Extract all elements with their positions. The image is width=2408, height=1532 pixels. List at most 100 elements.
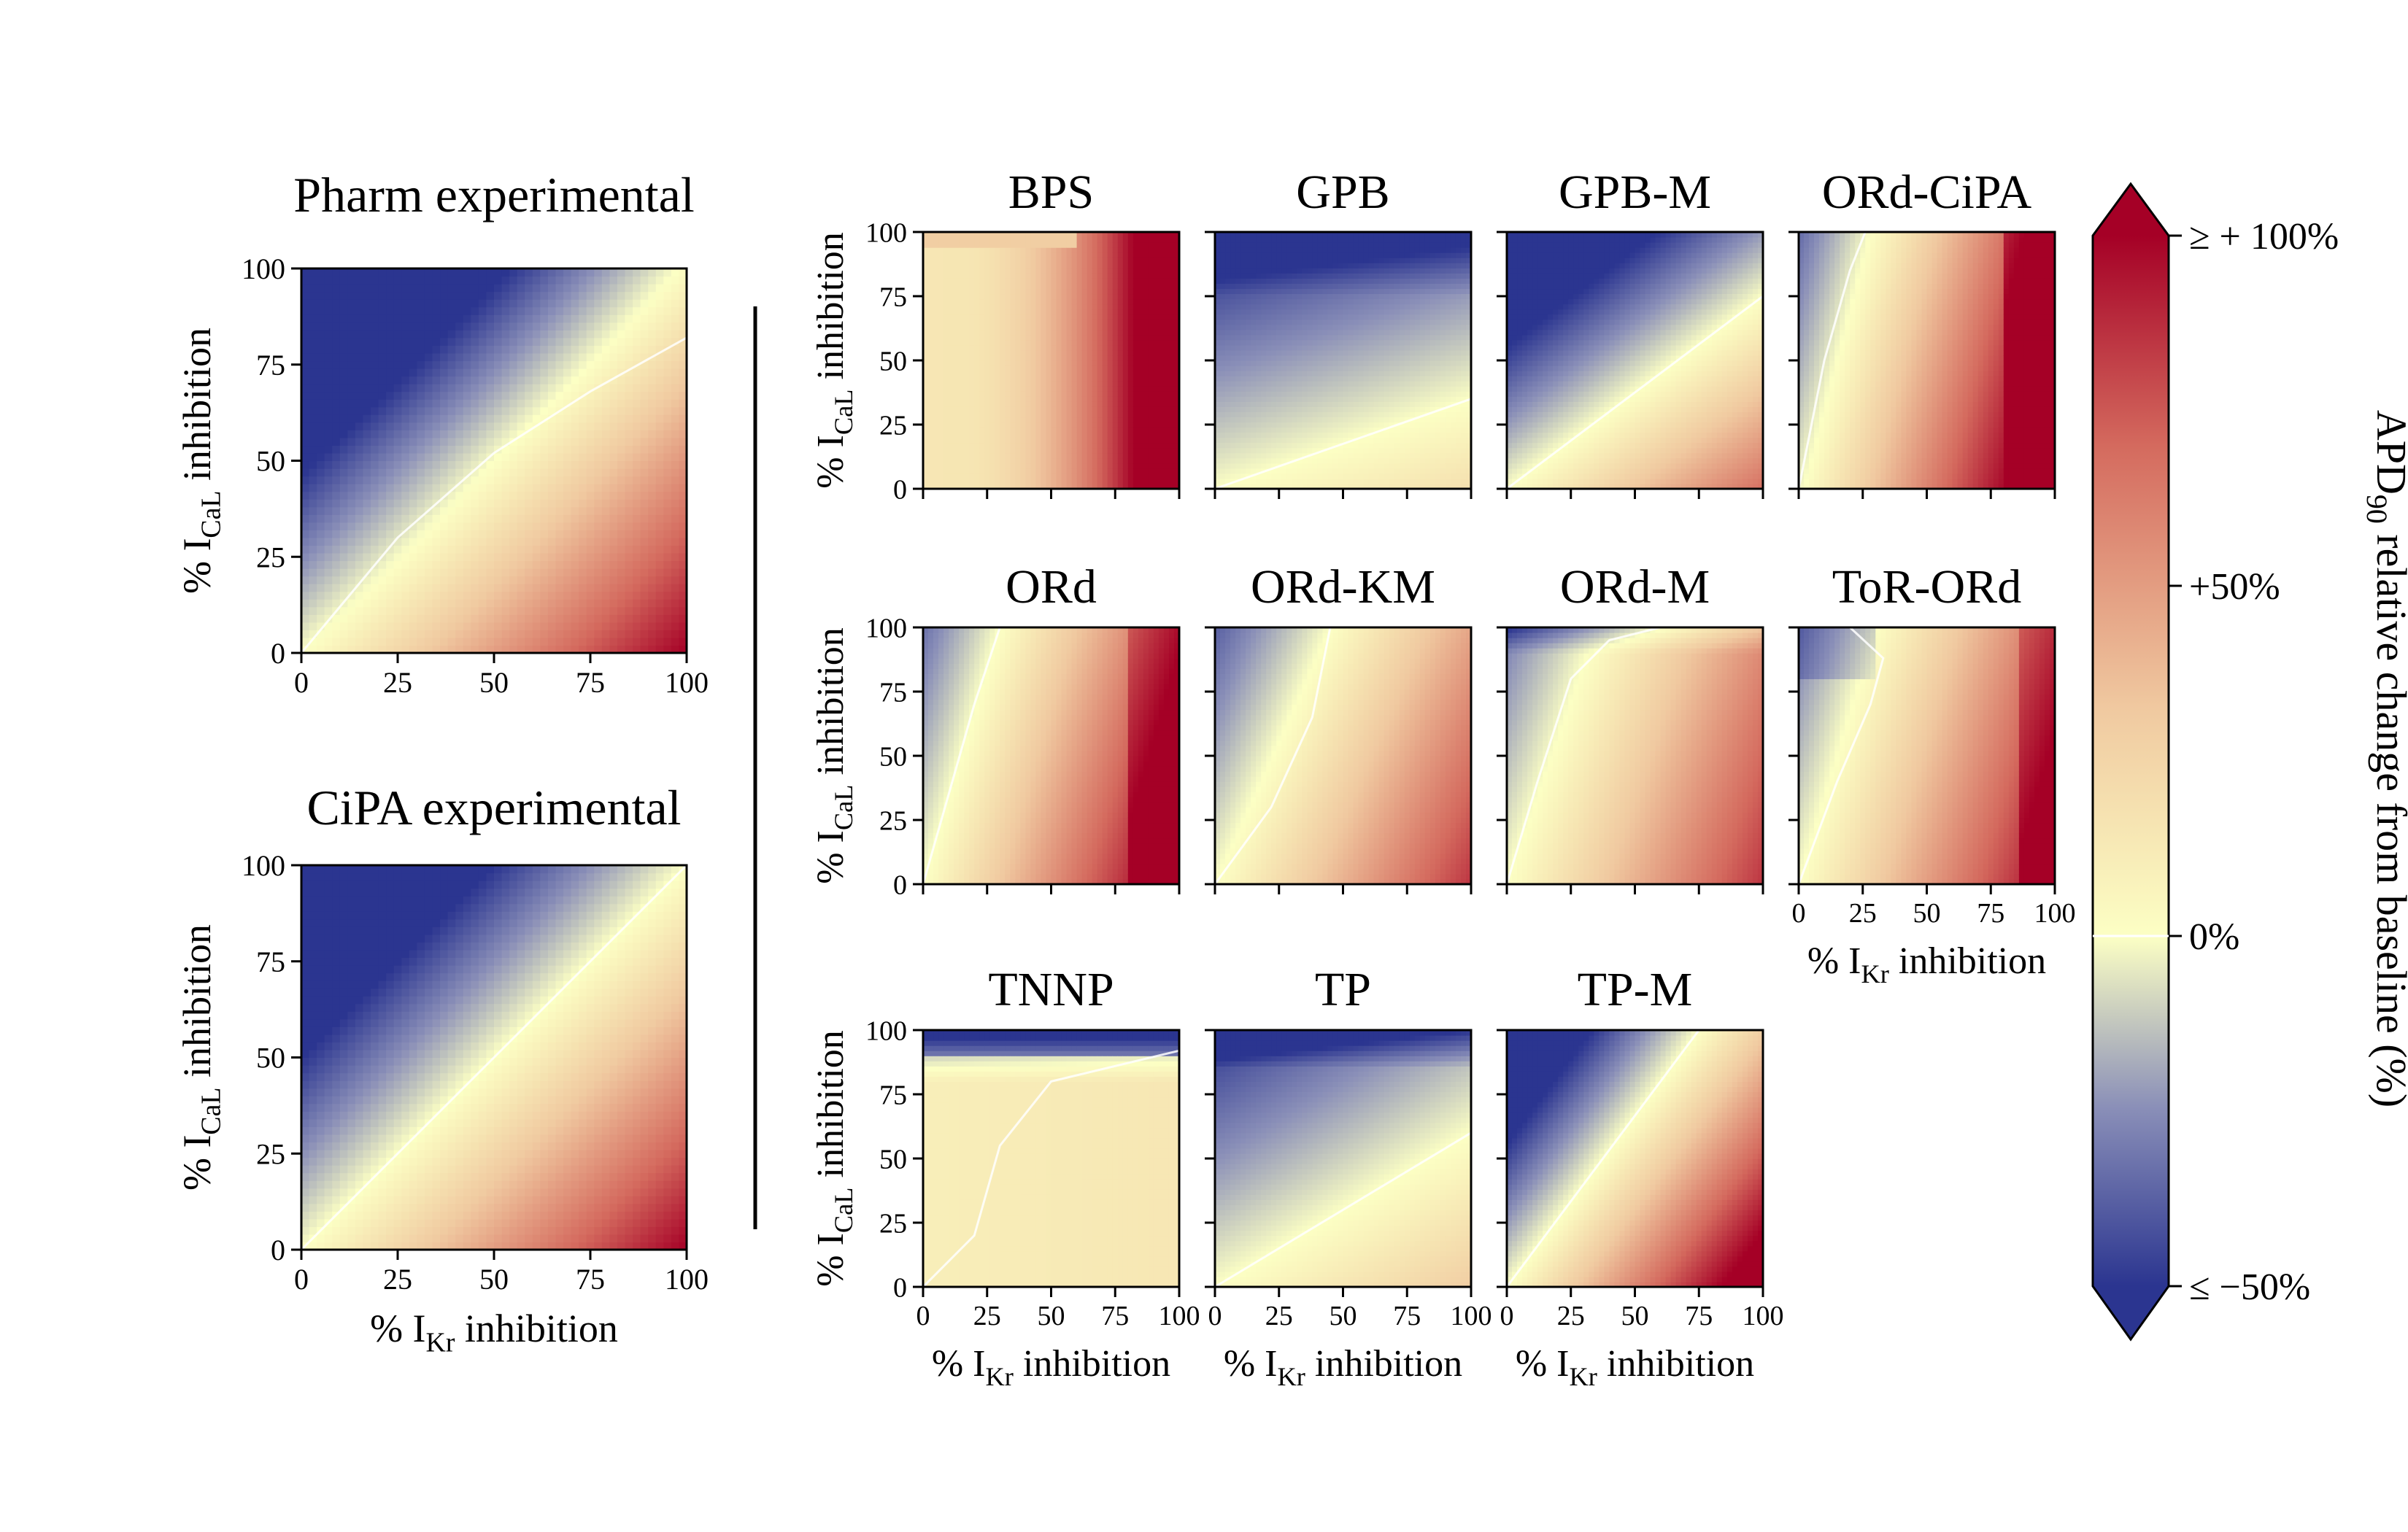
- heatmap-cell: [355, 989, 363, 997]
- heatmap-cell: [401, 889, 409, 897]
- heatmap-cell: [633, 1080, 641, 1088]
- heatmap-cell: [309, 561, 317, 569]
- heatmap-cell: [494, 614, 502, 622]
- heatmap-cell: [379, 622, 387, 630]
- heatmap-cell: [609, 1180, 617, 1188]
- heatmap-cell: [641, 1080, 649, 1088]
- heatmap-cell: [625, 1134, 633, 1142]
- heatmap-cell: [355, 873, 363, 881]
- heatmap-cell: [509, 345, 517, 353]
- heatmap-cell: [379, 873, 387, 881]
- heatmap-cell: [502, 538, 510, 546]
- heatmap-cell: [463, 622, 471, 630]
- heatmap-cell: [409, 538, 417, 546]
- heatmap-cell: [494, 514, 502, 522]
- heatmap-cell: [587, 1134, 595, 1142]
- heatmap-cell: [463, 904, 471, 912]
- heatmap-cell: [502, 614, 510, 622]
- heatmap-cell: [594, 584, 602, 592]
- heatmap-cell: [401, 1188, 409, 1196]
- heatmap-cell: [340, 430, 348, 438]
- heatmap-cell: [633, 538, 641, 546]
- heatmap-cell: [340, 392, 348, 400]
- heatmap-cell: [317, 1019, 325, 1027]
- heatmap-cell: [602, 889, 610, 897]
- heatmap-cell: [355, 476, 363, 484]
- heatmap-cell: [379, 1011, 387, 1019]
- heatmap-cell: [394, 1219, 402, 1227]
- heatmap-cell: [340, 919, 348, 927]
- heatmap-cell: [641, 1088, 649, 1096]
- heatmap-cell: [525, 530, 533, 538]
- heatmap-cell: [347, 980, 355, 989]
- heatmap-cell: [309, 492, 317, 500]
- heatmap-cell: [486, 1142, 494, 1150]
- heatmap-cell: [325, 1204, 333, 1212]
- heatmap-cell: [617, 468, 625, 476]
- heatmap-cell: [433, 414, 441, 422]
- heatmap-cell: [340, 889, 348, 897]
- heatmap-cell: [517, 1219, 525, 1227]
- heatmap-cell: [347, 950, 355, 958]
- heatmap-cell: [401, 538, 409, 546]
- heatmap-cell: [401, 414, 409, 422]
- heatmap-cell: [517, 314, 525, 322]
- heatmap-cell: [548, 638, 556, 646]
- heatmap-cell: [325, 607, 333, 615]
- heatmap-cell: [509, 926, 517, 935]
- heatmap-cell: [425, 911, 433, 919]
- heatmap-cell: [486, 476, 494, 484]
- heatmap-cell: [648, 935, 656, 943]
- heatmap-cell: [401, 422, 409, 430]
- heatmap-cell: [594, 881, 602, 889]
- heatmap-cell: [517, 561, 525, 569]
- heatmap-cell: [525, 1196, 533, 1204]
- heatmap-cell: [463, 1088, 471, 1096]
- heatmap-cell: [440, 522, 448, 530]
- heatmap-cell: [563, 950, 571, 958]
- heatmap-cell: [594, 1219, 602, 1227]
- heatmap-cell: [425, 1226, 433, 1234]
- heatmap-cell: [502, 276, 510, 285]
- heatmap-cell: [656, 392, 664, 400]
- heatmap-cell: [517, 607, 525, 615]
- heatmap-cell: [517, 926, 525, 935]
- heatmap-cell: [486, 865, 494, 873]
- heatmap-cell: [301, 1196, 309, 1204]
- heatmap-cell: [363, 453, 371, 461]
- heatmap-cell: [417, 973, 425, 981]
- heatmap-cell: [641, 561, 649, 569]
- heatmap-cell: [409, 873, 417, 881]
- heatmap-cell: [548, 368, 556, 376]
- heatmap-cell: [486, 276, 494, 285]
- heatmap-cell: [401, 330, 409, 338]
- heatmap-cell: [371, 1142, 379, 1150]
- heatmap-cell: [555, 322, 563, 330]
- heatmap-cell: [463, 384, 471, 392]
- heatmap-cell: [433, 911, 441, 919]
- heatmap-cell: [579, 468, 587, 476]
- heatmap-cell: [548, 1011, 556, 1019]
- heatmap-cell: [401, 919, 409, 927]
- heatmap-cell: [440, 1058, 448, 1066]
- heatmap-cell: [486, 1226, 494, 1234]
- heatmap-cell: [340, 468, 348, 476]
- heatmap-cell: [479, 980, 487, 989]
- heatmap-cell: [325, 330, 333, 338]
- heatmap-cell: [463, 1204, 471, 1212]
- heatmap-cell: [417, 881, 425, 889]
- heatmap-cell: [656, 538, 664, 546]
- heatmap-cell: [548, 538, 556, 546]
- heatmap-cell: [548, 1119, 556, 1127]
- heatmap-cell: [663, 476, 671, 484]
- heatmap-cell: [525, 345, 533, 353]
- heatmap-cell: [325, 1188, 333, 1196]
- heatmap-cell: [540, 592, 548, 600]
- heatmap-cell: [363, 338, 371, 346]
- heatmap-cell: [633, 299, 641, 307]
- heatmap-cell: [301, 276, 309, 285]
- heatmap-cell: [386, 1180, 394, 1188]
- heatmap-cell: [525, 322, 533, 330]
- heatmap-cell: [633, 1019, 641, 1027]
- heatmap-cell: [463, 330, 471, 338]
